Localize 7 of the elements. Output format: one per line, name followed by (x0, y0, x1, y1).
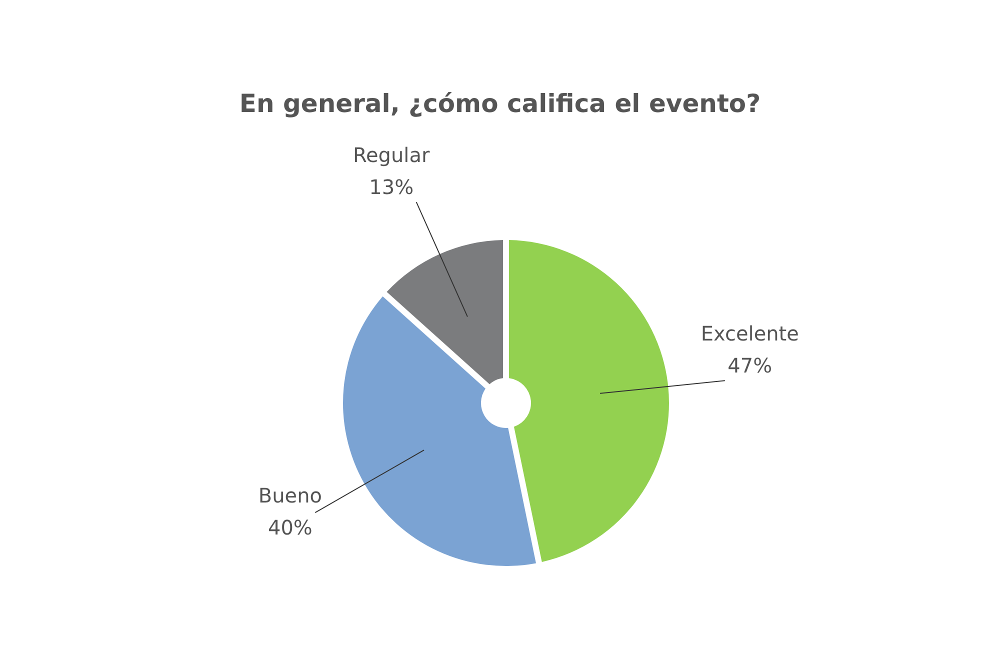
data-label: 47% (728, 354, 772, 378)
slice-label: Bueno (258, 484, 322, 508)
slice-label: Excelente (700, 322, 799, 346)
slice-label: Regular (352, 143, 430, 168)
data-label: 13% (369, 175, 414, 200)
chart-title: En general, ¿cómo califica el evento? (239, 89, 761, 118)
data-label: 40% (268, 516, 312, 540)
